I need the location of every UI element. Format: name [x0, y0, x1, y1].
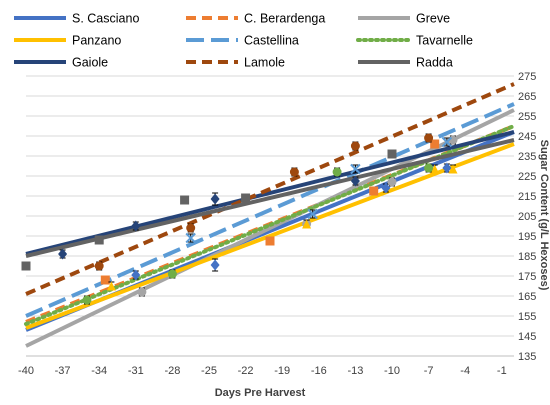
- point-tavarnelle: [82, 295, 92, 305]
- point-tavarnelle: [424, 163, 434, 173]
- point-c-berardenga: [100, 275, 110, 285]
- x-tick-label: -25: [201, 365, 217, 377]
- x-tick-label: -40: [18, 365, 34, 377]
- legend-entry-castellina: Castellina: [186, 34, 299, 48]
- y-tick-label: 185: [518, 251, 536, 263]
- y-tick-label: 155: [518, 311, 536, 323]
- y-tick-label: 245: [518, 131, 536, 143]
- x-tick-label: -22: [238, 365, 254, 377]
- point-castellina: [350, 163, 361, 175]
- point-panzano: [430, 164, 440, 174]
- legend-entry-gaiole: Gaiole: [14, 56, 108, 70]
- point-s-casciano: [442, 162, 452, 174]
- point-panzano: [302, 219, 312, 229]
- legend-entry-s-casciano: S. Casciano: [14, 12, 139, 26]
- y-axis: 135 145 155 165 175 185 195 205 215 225 235 245 255 2…: [518, 71, 536, 363]
- legend-background: [4, 4, 514, 74]
- point-lamole: [289, 167, 299, 177]
- x-tick-label: -13: [347, 365, 363, 377]
- y-tick-label: 235: [518, 151, 536, 163]
- y-tick-label: 135: [518, 351, 536, 363]
- y-tick-label: 145: [518, 331, 536, 343]
- point-tavarnelle: [332, 167, 342, 177]
- trend-line-greve: [25, 108, 515, 348]
- point-s-casciano: [210, 258, 220, 272]
- point-lamole: [186, 223, 196, 233]
- point-castellina: [441, 136, 453, 148]
- legend-label: C. Berardenga: [244, 12, 325, 26]
- legend-entry-greve: Greve: [358, 12, 450, 26]
- legend-label: S. Casciano: [72, 12, 139, 26]
- legend-label: Castellina: [244, 34, 299, 48]
- point-c-berardenga: [265, 236, 275, 246]
- point-gaiole: [210, 192, 220, 206]
- legend-label: Lamole: [244, 56, 285, 70]
- x-tick-label: -19: [274, 365, 290, 377]
- x-axis: -40 -37 -34 -31 -28 -25 -22 -19 -16 -13 -10 -7 -4 -1: [18, 355, 514, 377]
- point-lamole: [94, 261, 104, 271]
- point-gaiole: [58, 248, 68, 260]
- point-radda: [180, 195, 190, 205]
- x-axis-title: Days Pre Harvest: [215, 387, 306, 399]
- legend-entry-c-berardenga: C. Berardenga: [186, 12, 325, 26]
- legend-label: Radda: [416, 56, 453, 70]
- trend-line-radda: [25, 138, 515, 258]
- x-tick-label: -10: [384, 365, 400, 377]
- legend-entry-radda: Radda: [358, 56, 453, 70]
- legend-entry-panzano: Panzano: [14, 34, 121, 48]
- point-castellina: [307, 208, 318, 220]
- legend-label: Gaiole: [72, 56, 108, 70]
- data-points: [21, 133, 458, 305]
- point-radda: [94, 235, 104, 245]
- trend-line-lamole: [25, 82, 515, 296]
- legend-label: Greve: [416, 12, 450, 26]
- point-lamole: [424, 133, 434, 143]
- legend: S. Casciano C. Berardenga Greve Panzano Cast…: [4, 4, 514, 74]
- x-tick-label: -37: [55, 365, 71, 377]
- point-s-casciano: [381, 182, 391, 194]
- y-tick-label: 195: [518, 231, 536, 243]
- point-lamole: [350, 141, 360, 151]
- point-panzano: [106, 281, 116, 291]
- x-tick-label: -4: [460, 365, 470, 377]
- y-tick-label: 225: [518, 171, 536, 183]
- legend-entry-lamole: Lamole: [186, 56, 285, 70]
- point-castellina: [185, 232, 196, 244]
- y-tick-label: 175: [518, 271, 536, 283]
- point-radda: [21, 261, 31, 271]
- y-tick-label: 265: [518, 91, 536, 103]
- legend-label: Panzano: [72, 34, 121, 48]
- y-tick-label: 275: [518, 71, 536, 83]
- x-tick-label: -28: [164, 365, 180, 377]
- point-gaiole: [350, 175, 360, 187]
- x-tick-label: -7: [424, 365, 434, 377]
- y-axis-title: Sugar Content (g/L Hexoses): [538, 140, 550, 291]
- trend-line-gaiole: [25, 130, 515, 256]
- point-gaiole: [131, 220, 141, 232]
- legend-label: Tavarnelle: [416, 34, 473, 48]
- y-tick-label: 205: [518, 211, 536, 223]
- point-radda: [241, 193, 251, 203]
- point-radda: [387, 149, 397, 159]
- x-tick-label: -1: [497, 365, 507, 377]
- x-tick-label: -31: [128, 365, 144, 377]
- point-c-berardenga: [430, 139, 440, 149]
- point-c-berardenga: [369, 186, 379, 196]
- point-greve: [387, 177, 397, 187]
- point-panzano: [448, 164, 458, 174]
- point-greve: [137, 287, 147, 297]
- x-tick-label: -34: [91, 365, 107, 377]
- y-tick-label: 255: [518, 111, 536, 123]
- x-tick-label: -16: [311, 365, 327, 377]
- trend-line-panzano: [25, 142, 515, 330]
- y-tick-label: 215: [518, 191, 536, 203]
- point-tavarnelle: [167, 269, 177, 279]
- legend-entry-tavarnelle: Tavarnelle: [356, 34, 473, 48]
- y-tick-label: 165: [518, 291, 536, 303]
- point-s-casciano: [131, 269, 141, 281]
